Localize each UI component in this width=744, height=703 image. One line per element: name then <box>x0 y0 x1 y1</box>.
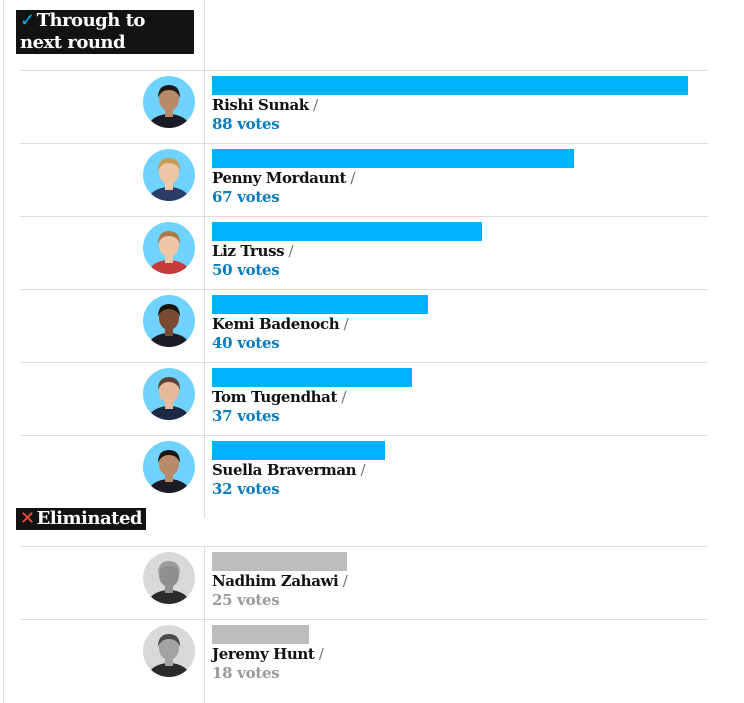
candidate-row: Penny Mordaunt /67 votes <box>20 143 708 216</box>
candidate-photo <box>143 76 195 128</box>
candidate-name: Rishi Sunak / <box>212 96 318 114</box>
name-separator: / <box>338 572 348 590</box>
candidate-row: Nadhim Zahawi /25 votes <box>20 546 708 619</box>
left-border <box>3 0 4 703</box>
vote-bar <box>212 295 428 314</box>
vote-count: 40 votes <box>212 334 280 352</box>
vote-count: 37 votes <box>212 407 280 425</box>
candidate-name: Penny Mordaunt / <box>212 169 355 187</box>
vote-count: 18 votes <box>212 664 280 682</box>
through-label: ✓ Through to next round <box>16 10 194 54</box>
candidate-photo <box>143 625 195 677</box>
vote-bar <box>212 76 688 95</box>
candidate-name-text: Tom Tugendhat <box>212 388 338 406</box>
vote-count: 88 votes <box>212 115 280 133</box>
check-icon: ✓ <box>20 10 35 31</box>
vote-bar <box>212 552 347 571</box>
eliminated-label-text: Eliminated <box>36 508 143 529</box>
candidate-row: Rishi Sunak /88 votes <box>20 70 708 143</box>
cross-icon: ✕ <box>20 508 35 529</box>
vote-bar <box>212 441 385 460</box>
column-divider <box>204 546 205 703</box>
name-separator: / <box>356 461 366 479</box>
vote-count: 32 votes <box>212 480 280 498</box>
vote-count: 50 votes <box>212 261 280 279</box>
candidate-photo <box>143 441 195 493</box>
through-label-text: Through to next round <box>20 10 145 53</box>
name-separator: / <box>339 315 349 333</box>
candidate-name: Liz Truss / <box>212 242 294 260</box>
vote-bar <box>212 222 482 241</box>
vote-bar <box>212 625 309 644</box>
candidate-row: Suella Braverman /32 votes <box>20 435 708 508</box>
candidate-name-text: Suella Braverman <box>212 461 357 479</box>
name-separator: / <box>308 96 318 114</box>
name-separator: / <box>314 645 324 663</box>
vote-count: 67 votes <box>212 188 280 206</box>
name-separator: / <box>337 388 347 406</box>
candidate-name-text: Penny Mordaunt <box>212 169 347 187</box>
candidate-row: Jeremy Hunt /18 votes <box>20 619 708 692</box>
candidate-photo <box>143 552 195 604</box>
candidate-photo <box>143 368 195 420</box>
candidate-row: Tom Tugendhat /37 votes <box>20 362 708 435</box>
candidate-name: Nadhim Zahawi / <box>212 572 348 590</box>
candidate-row: Liz Truss /50 votes <box>20 216 708 289</box>
vote-bar <box>212 149 574 168</box>
vote-bar <box>212 368 412 387</box>
candidate-name: Kemi Badenoch / <box>212 315 349 333</box>
name-separator: / <box>346 169 356 187</box>
candidate-name-text: Liz Truss <box>212 242 285 260</box>
candidate-photo <box>143 295 195 347</box>
eliminated-label: ✕ Eliminated <box>16 508 146 530</box>
candidate-name-text: Rishi Sunak <box>212 96 309 114</box>
candidate-name-text: Kemi Badenoch <box>212 315 340 333</box>
candidate-name: Jeremy Hunt / <box>212 645 324 663</box>
name-separator: / <box>284 242 294 260</box>
candidate-photo <box>143 149 195 201</box>
candidate-name-text: Jeremy Hunt <box>212 645 315 663</box>
column-divider <box>204 0 205 518</box>
vote-count: 25 votes <box>212 591 280 609</box>
candidate-photo <box>143 222 195 274</box>
candidate-row: Kemi Badenoch /40 votes <box>20 289 708 362</box>
candidate-name: Suella Braverman / <box>212 461 366 479</box>
candidate-name: Tom Tugendhat / <box>212 388 346 406</box>
candidate-name-text: Nadhim Zahawi <box>212 572 339 590</box>
